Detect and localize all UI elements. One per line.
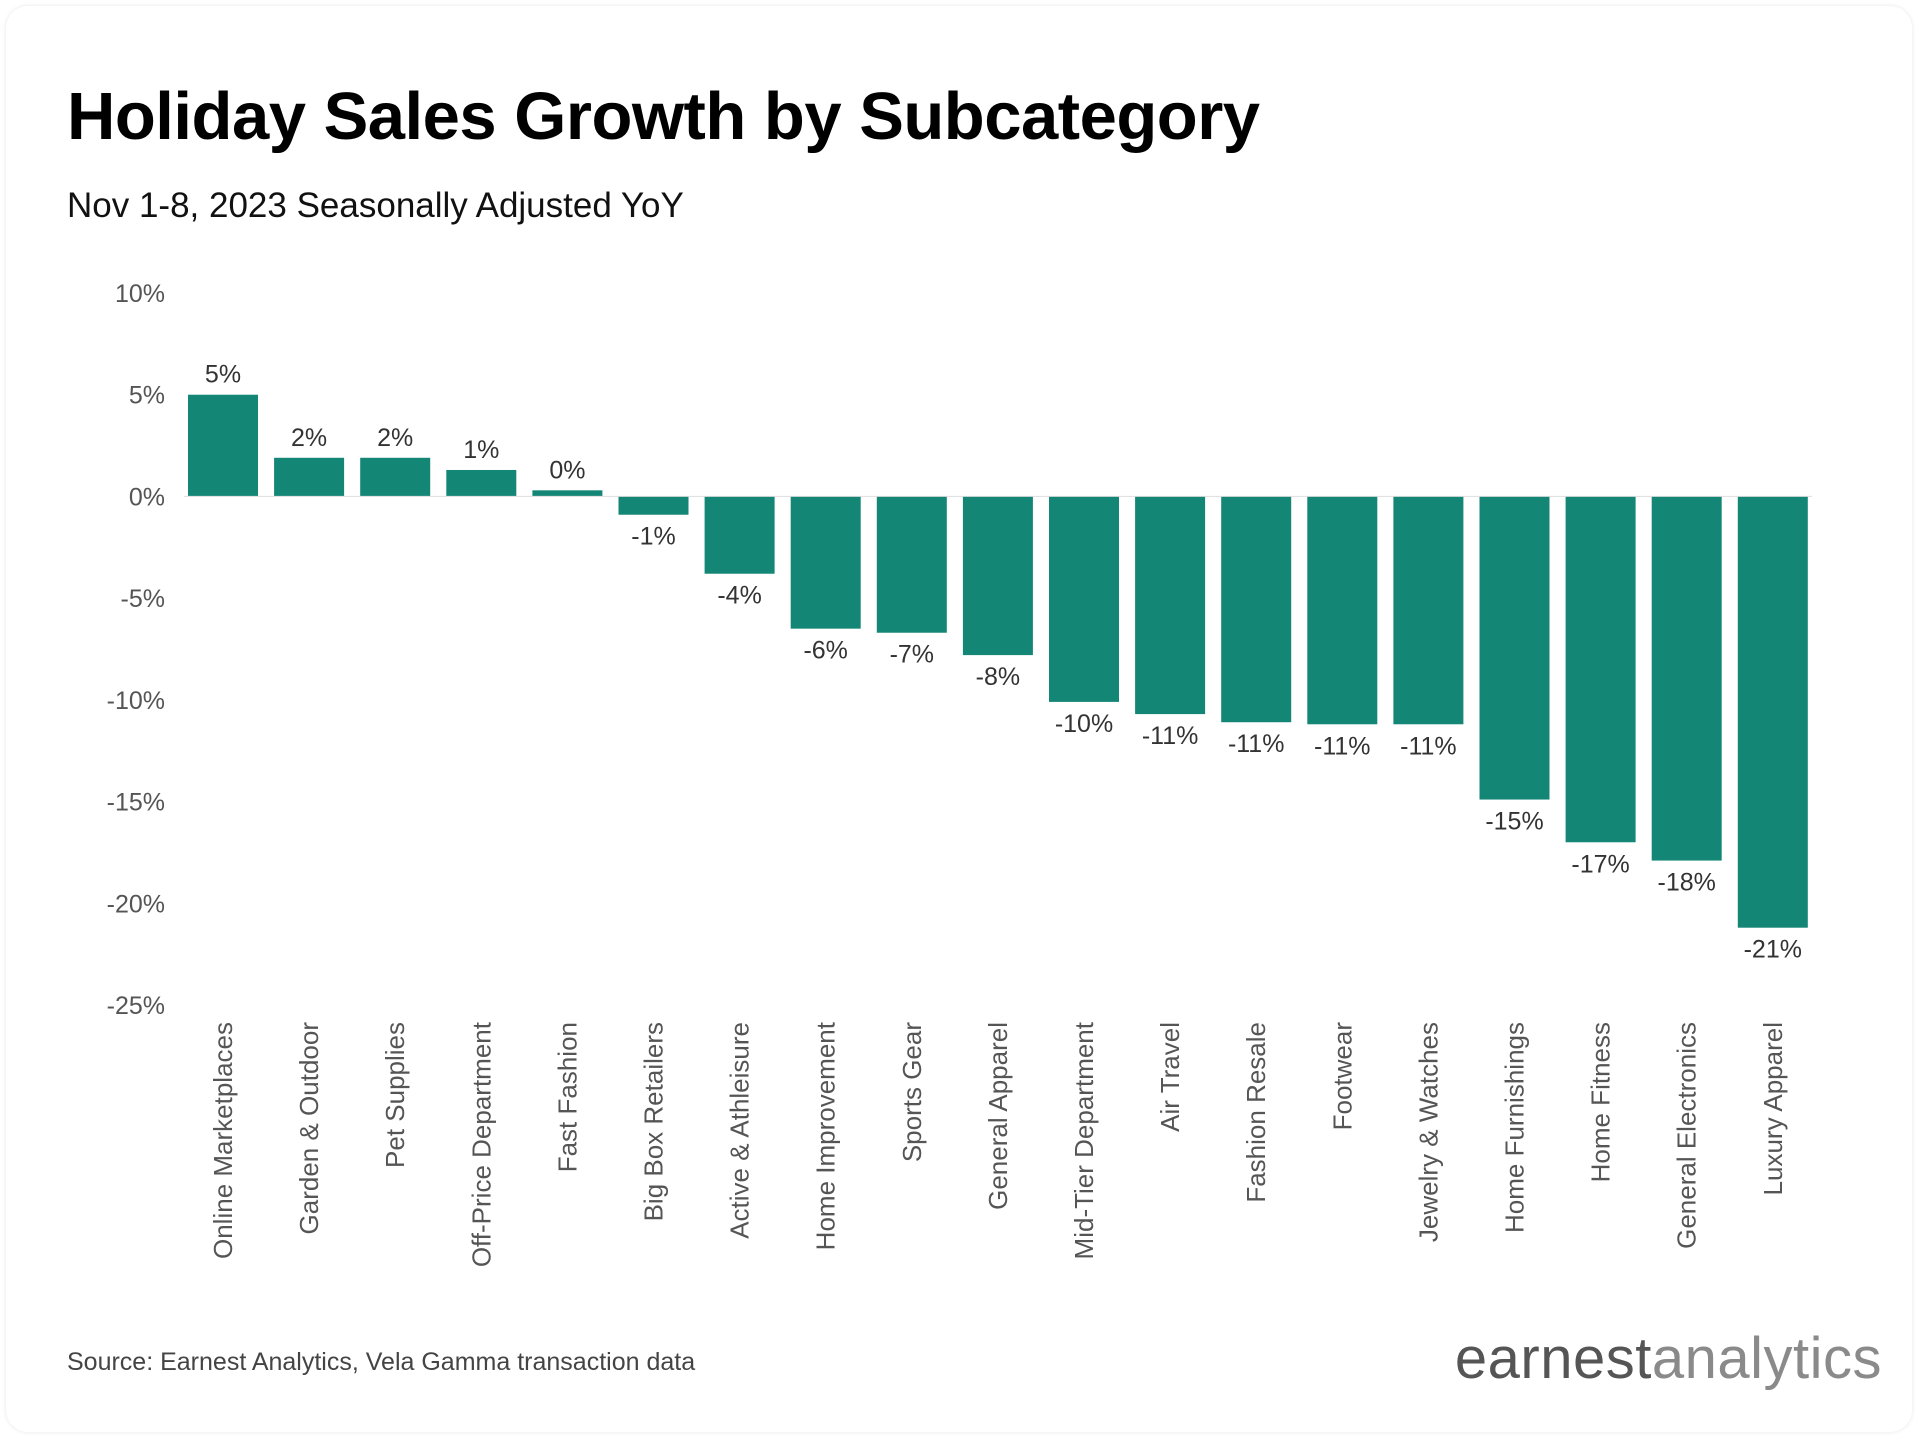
y-axis: 10% 5% 0% -5% -10% -15% -20% -25% xyxy=(107,280,165,1020)
data-label: -11% xyxy=(1142,722,1199,750)
bar xyxy=(1393,496,1464,725)
x-tick-label: Garden & Outdoor xyxy=(294,1022,324,1235)
data-label: 5% xyxy=(205,361,241,389)
y-tick-label: 10% xyxy=(115,280,165,308)
logo-word-analytics: analytics xyxy=(1651,1326,1882,1391)
data-label: -10% xyxy=(1055,710,1113,738)
data-label: -17% xyxy=(1571,850,1629,878)
data-label: 2% xyxy=(291,424,327,452)
x-tick-label: General Apparel xyxy=(983,1022,1013,1210)
data-label: -4% xyxy=(717,582,761,610)
y-tick-label: -20% xyxy=(107,890,165,918)
bar xyxy=(704,496,775,574)
bar xyxy=(1221,496,1292,723)
data-label: -11% xyxy=(1314,732,1371,760)
data-label: -6% xyxy=(803,637,847,665)
logo-word-earnest: earnest xyxy=(1454,1326,1652,1391)
y-tick-label: -15% xyxy=(107,789,165,817)
data-label: -1% xyxy=(631,523,675,551)
x-tick-label: General Electronics xyxy=(1672,1022,1702,1249)
data-label: 1% xyxy=(463,436,499,464)
bar xyxy=(618,496,689,515)
x-tick-label: Pet Supplies xyxy=(380,1022,410,1168)
data-label: 2% xyxy=(377,424,413,452)
bar xyxy=(188,394,258,497)
x-tick-label: Fashion Resale xyxy=(1241,1022,1271,1203)
x-tick-label: Active & Athleisure xyxy=(725,1022,755,1239)
x-tick-label: Fast Fashion xyxy=(552,1022,582,1172)
x-tick-label: Jewelry & Watches xyxy=(1413,1022,1443,1242)
x-tick-label: Sports Gear xyxy=(897,1022,927,1163)
bar xyxy=(360,457,431,497)
x-tick-label: Footwear xyxy=(1327,1022,1357,1131)
bar xyxy=(532,490,603,497)
x-tick-label: Mid-Tier Department xyxy=(1069,1021,1099,1259)
x-tick-label: Online Marketplaces xyxy=(208,1022,238,1259)
bar xyxy=(876,496,947,633)
x-tick-label: Air Travel xyxy=(1155,1022,1185,1132)
bar xyxy=(1307,496,1378,725)
y-tick-label: -5% xyxy=(121,585,165,613)
chart-title: Holiday Sales Growth by Subcategory xyxy=(67,79,1260,154)
x-tick-label: Luxury Apparel xyxy=(1758,1022,1788,1195)
bar xyxy=(1135,496,1206,715)
bar xyxy=(1479,496,1550,800)
source-note: Source: Earnest Analytics, Vela Gamma tr… xyxy=(67,1348,696,1376)
data-label: -11% xyxy=(1228,730,1285,758)
data-label: -18% xyxy=(1658,869,1716,897)
data-label: -21% xyxy=(1744,936,1802,964)
bar xyxy=(274,457,345,497)
data-labels: 5% 2% 2% 1% 0% -1% -4% -6% -7% -8% -10% -11% -11% -11… xyxy=(205,361,1802,964)
data-label: -11% xyxy=(1400,732,1457,760)
y-tick-label: 5% xyxy=(129,382,165,410)
x-tick-label: Home Fitness xyxy=(1586,1022,1616,1182)
data-label: -15% xyxy=(1485,808,1543,836)
bar xyxy=(1565,496,1636,843)
x-axis: Online Marketplaces Garden & Outdoor Pet S… xyxy=(208,1021,1788,1267)
bar xyxy=(790,496,861,629)
bar xyxy=(1737,496,1808,928)
data-label: -8% xyxy=(976,663,1020,691)
data-label: 0% xyxy=(549,456,585,484)
y-tick-label: 0% xyxy=(129,483,165,511)
data-label: -7% xyxy=(890,641,934,669)
x-tick-label: Home Furnishings xyxy=(1500,1022,1530,1233)
earnest-analytics-logo: earnestanalytics xyxy=(1455,1325,1882,1392)
x-tick-label: Off-Price Department xyxy=(466,1021,496,1267)
chart-subtitle: Nov 1-8, 2023 Seasonally Adjusted YoY xyxy=(67,186,684,225)
y-tick-label: -10% xyxy=(107,687,165,715)
bar xyxy=(962,496,1033,656)
bar xyxy=(446,469,517,497)
x-tick-label: Big Box Retailers xyxy=(639,1022,669,1221)
bar xyxy=(1049,496,1119,702)
bars xyxy=(188,394,1808,928)
bar xyxy=(1651,496,1722,861)
x-tick-label: Home Improvement xyxy=(811,1021,841,1250)
y-tick-label: -25% xyxy=(107,992,165,1020)
